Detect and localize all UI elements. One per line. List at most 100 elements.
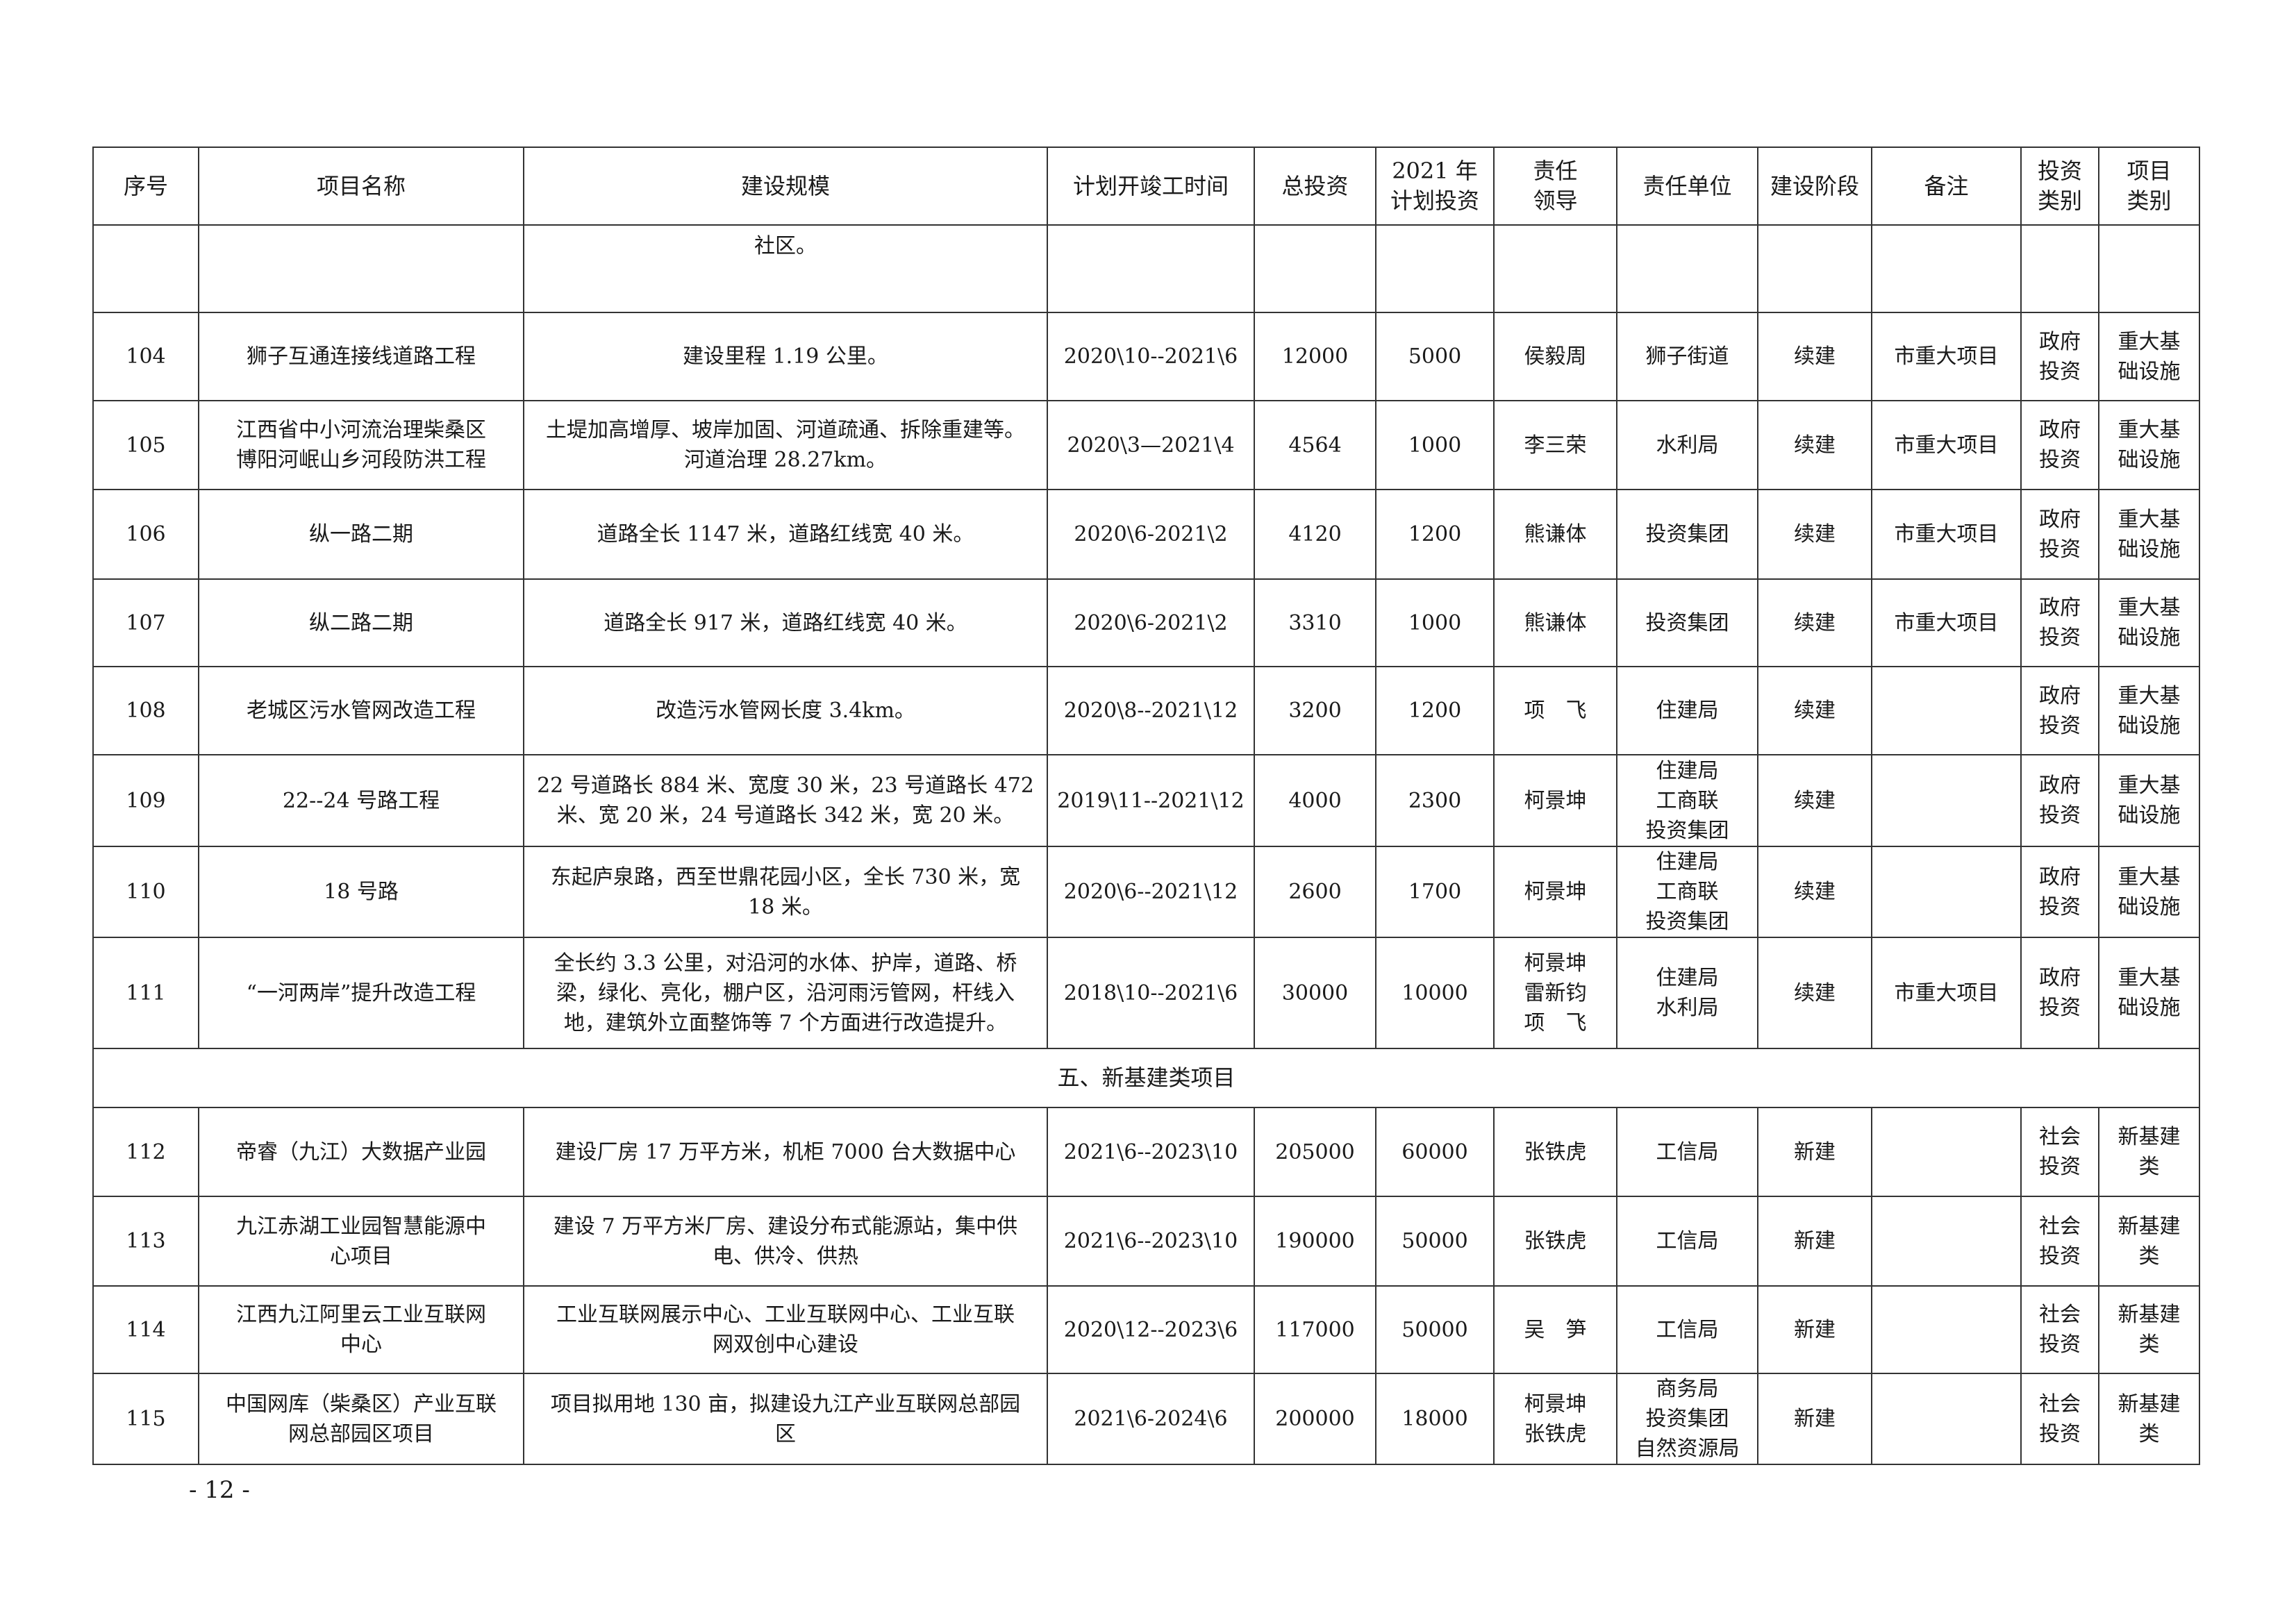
cell-construction-scale: 土堤加高增厚、坡岸加固、河道疏通、拆除重建等。 河道治理 28.27km。 xyxy=(523,400,1048,490)
cell-plan-investment-2021: 1200 xyxy=(1375,489,1495,580)
cell-total-investment: 4120 xyxy=(1254,489,1376,580)
header-remarks: 备注 xyxy=(1871,147,2022,226)
cell-responsible-leader: 柯景坤 xyxy=(1493,846,1617,938)
cell-plan-investment-2021: 2300 xyxy=(1375,754,1495,847)
cell-schedule: 2021\6--2023\10 xyxy=(1047,1196,1255,1287)
cell-investment-type xyxy=(2020,224,2099,313)
cell-plan-investment-2021: 50000 xyxy=(1375,1196,1495,1287)
cell-project-name: 老城区污水管网改造工程 xyxy=(198,666,524,755)
table-row: 108 老城区污水管网改造工程 改造污水管网长度 3.4km。 2020\8--202… xyxy=(92,666,2200,755)
cell-responsible-leader: 李三荣 xyxy=(1493,400,1617,490)
header-plan-investment-2021: 2021 年 计划投资 xyxy=(1375,147,1495,226)
cell-seq: 113 xyxy=(92,1196,199,1287)
cell-project-type: 重大基 础设施 xyxy=(2098,846,2200,938)
cell-investment-type: 政府 投资 xyxy=(2020,846,2099,938)
cell-responsible-leader: 熊谦体 xyxy=(1493,489,1617,580)
cell-investment-type: 社会 投资 xyxy=(2020,1196,2099,1287)
cell-remarks xyxy=(1871,754,2022,847)
cell-responsible-unit: 住建局 水利局 xyxy=(1616,937,1758,1049)
table-row: 111 “一河两岸”提升改造工程 全长约 3.3 公里，对沿河的水体、护岸，道路、桥… xyxy=(92,937,2200,1049)
table-row: 112 帝睿（九江）大数据产业园 建设厂房 17 万平方米，机柜 7000 台大数据… xyxy=(92,1107,2200,1197)
cell-investment-type: 政府 投资 xyxy=(2020,937,2099,1049)
table-row: 114 江西九江阿里云工业互联网 中心 工业互联网展示中心、工业互联网中心、工业互联… xyxy=(92,1285,2200,1374)
cell-plan-investment-2021: 60000 xyxy=(1375,1107,1495,1197)
cell-investment-type: 政府 投资 xyxy=(2020,312,2099,401)
cell-remarks xyxy=(1871,224,2022,313)
cell-schedule: 2020\6-2021\2 xyxy=(1047,578,1255,667)
cell-responsible-leader: 张铁虎 xyxy=(1493,1196,1617,1287)
header-responsible-leader: 责任 领导 xyxy=(1493,147,1617,226)
header-total-investment: 总投资 xyxy=(1254,147,1376,226)
cell-construction-stage: 新建 xyxy=(1757,1373,1872,1465)
cell-schedule: 2021\6--2023\10 xyxy=(1047,1107,1255,1197)
header-row: 序号 项目名称 建设规模 计划开竣工时间 总投资 2021 年 计划投资 责任 领导 责任单位… xyxy=(92,147,2200,226)
cell-responsible-leader: 张铁虎 xyxy=(1493,1107,1617,1197)
cell-seq: 114 xyxy=(92,1285,199,1374)
cell-project-type: 新基建 类 xyxy=(2098,1285,2200,1374)
cell-responsible-unit: 工信局 xyxy=(1616,1107,1758,1197)
cell-seq: 107 xyxy=(92,578,199,667)
cell-construction-scale: 建设厂房 17 万平方米，机柜 7000 台大数据中心 xyxy=(523,1107,1048,1197)
cell-construction-stage: 续建 xyxy=(1757,312,1872,401)
cell-total-investment: 190000 xyxy=(1254,1196,1376,1287)
cell-schedule xyxy=(1047,224,1255,313)
cell-seq: 110 xyxy=(92,846,199,938)
cell-remarks xyxy=(1871,1107,2022,1197)
section-title: 五、新基建类项目 xyxy=(92,1048,2200,1108)
project-table: 序号 项目名称 建设规模 计划开竣工时间 总投资 2021 年 计划投资 责任 领导 责任单位… xyxy=(92,147,2200,1465)
cell-total-investment xyxy=(1254,224,1376,313)
cell-responsible-unit: 水利局 xyxy=(1616,400,1758,490)
cell-responsible-leader: 柯景坤 雷新钧 项 飞 xyxy=(1493,937,1617,1049)
cell-remarks: 市重大项目 xyxy=(1871,489,2022,580)
cell-total-investment: 4564 xyxy=(1254,400,1376,490)
cell-schedule: 2020\6--2021\12 xyxy=(1047,846,1255,938)
header-project-name: 项目名称 xyxy=(198,147,524,226)
cell-investment-type: 社会 投资 xyxy=(2020,1373,2099,1465)
cell-remarks: 市重大项目 xyxy=(1871,312,2022,401)
cell-responsible-leader: 柯景坤 xyxy=(1493,754,1617,847)
cell-plan-investment-2021 xyxy=(1375,224,1495,313)
cell-schedule: 2018\10--2021\6 xyxy=(1047,937,1255,1049)
cell-seq: 104 xyxy=(92,312,199,401)
cell-construction-scale: 道路全长 1147 米，道路红线宽 40 米。 xyxy=(523,489,1048,580)
cell-project-type: 新基建 类 xyxy=(2098,1373,2200,1465)
cell-remarks xyxy=(1871,1373,2022,1465)
cell-responsible-unit: 商务局 投资集团 自然资源局 xyxy=(1616,1373,1758,1465)
cell-construction-scale: 22 号道路长 884 米、宽度 30 米，23 号道路长 472 米、宽 20… xyxy=(523,754,1048,847)
cell-project-type: 重大基 础设施 xyxy=(2098,754,2200,847)
cell-responsible-unit: 住建局 xyxy=(1616,666,1758,755)
section-row: 五、新基建类项目 xyxy=(92,1048,2200,1108)
cell-construction-stage: 续建 xyxy=(1757,489,1872,580)
cell-project-name: 纵一路二期 xyxy=(198,489,524,580)
cell-seq: 105 xyxy=(92,400,199,490)
cell-total-investment: 4000 xyxy=(1254,754,1376,847)
cell-remarks xyxy=(1871,666,2022,755)
cell-project-name: 江西九江阿里云工业互联网 中心 xyxy=(198,1285,524,1374)
cell-remarks xyxy=(1871,846,2022,938)
cell-responsible-unit: 工信局 xyxy=(1616,1285,1758,1374)
cell-seq: 111 xyxy=(92,937,199,1049)
cell-total-investment: 2600 xyxy=(1254,846,1376,938)
cell-construction-stage: 续建 xyxy=(1757,400,1872,490)
cell-project-name: 帝睿（九江）大数据产业园 xyxy=(198,1107,524,1197)
header-project-type: 项目 类别 xyxy=(2098,147,2200,226)
cell-investment-type: 政府 投资 xyxy=(2020,666,2099,755)
cell-investment-type: 社会 投资 xyxy=(2020,1107,2099,1197)
cell-project-type: 重大基 础设施 xyxy=(2098,489,2200,580)
cell-remarks: 市重大项目 xyxy=(1871,937,2022,1049)
cell-responsible-leader: 侯毅周 xyxy=(1493,312,1617,401)
cell-construction-scale: 道路全长 917 米，道路红线宽 40 米。 xyxy=(523,578,1048,667)
cell-seq: 108 xyxy=(92,666,199,755)
cell-total-investment: 3310 xyxy=(1254,578,1376,667)
cell-construction-scale: 东起庐泉路，西至世鼎花园小区，全长 730 米，宽 18 米。 xyxy=(523,846,1048,938)
cell-construction-scale: 工业互联网展示中心、工业互联网中心、工业互联 网双创中心建设 xyxy=(523,1285,1048,1374)
cell-project-type: 重大基 础设施 xyxy=(2098,400,2200,490)
cell-plan-investment-2021: 1000 xyxy=(1375,400,1495,490)
cell-construction-stage: 新建 xyxy=(1757,1196,1872,1287)
cell-responsible-unit: 投资集团 xyxy=(1616,489,1758,580)
cell-project-name: 纵二路二期 xyxy=(198,578,524,667)
cell-seq xyxy=(92,224,199,313)
cell-project-name: 九江赤湖工业园智慧能源中 心项目 xyxy=(198,1196,524,1287)
cell-construction-scale: 改造污水管网长度 3.4km。 xyxy=(523,666,1048,755)
cell-investment-type: 政府 投资 xyxy=(2020,754,2099,847)
